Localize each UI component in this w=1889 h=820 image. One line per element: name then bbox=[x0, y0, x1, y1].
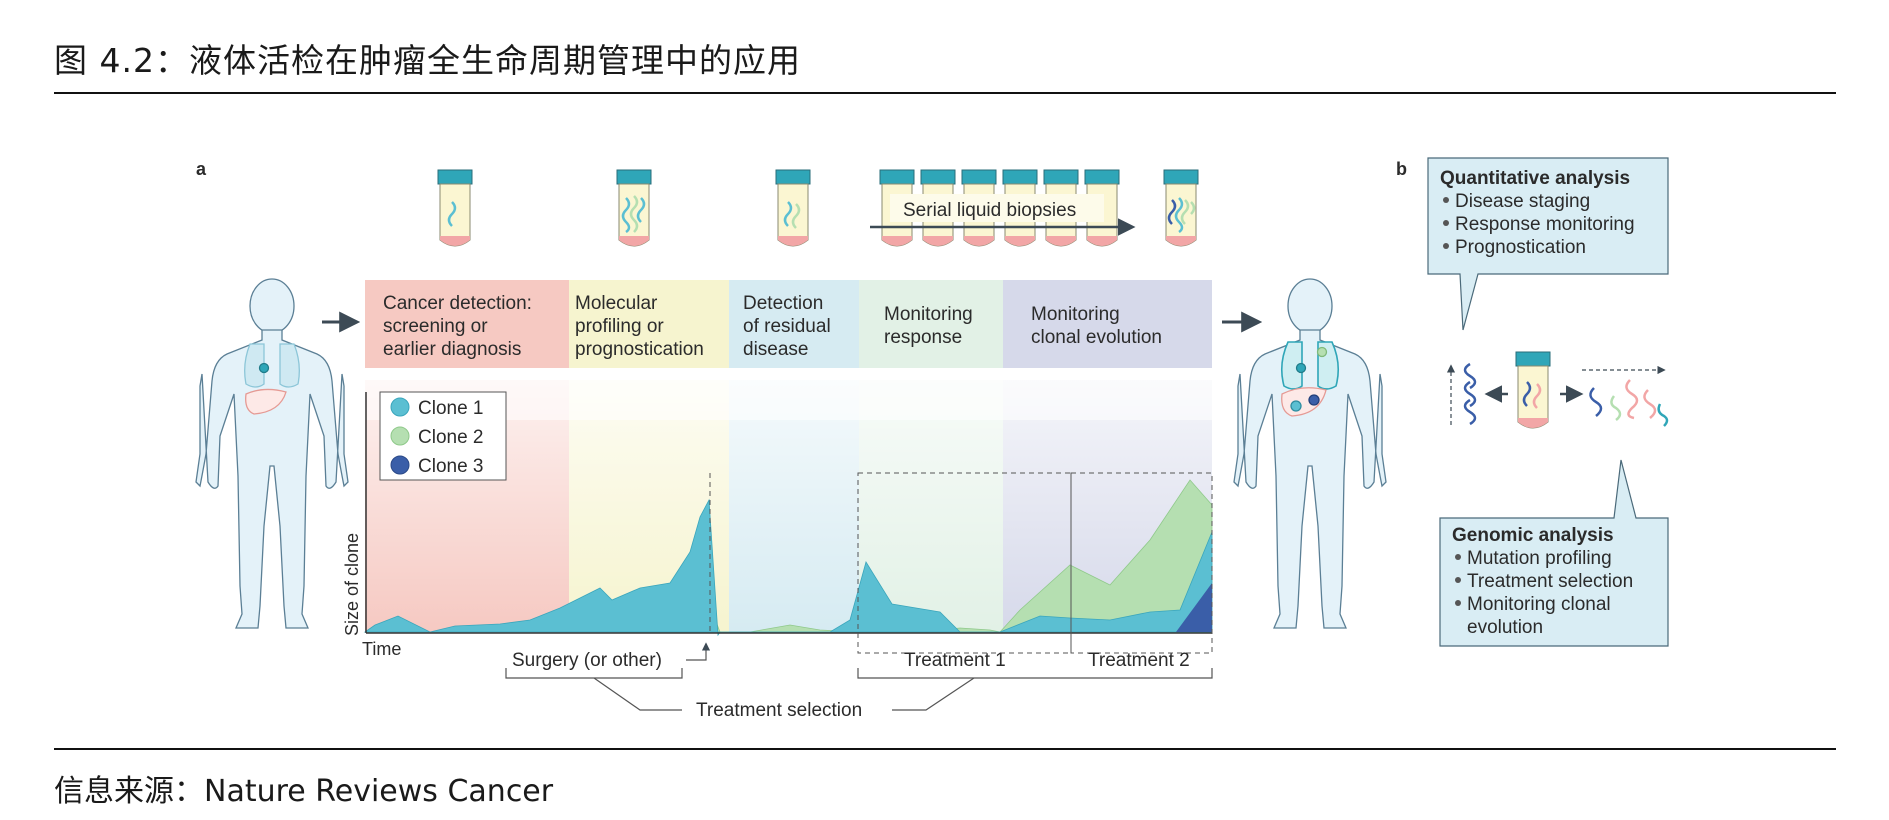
surgery-arrow bbox=[686, 642, 711, 661]
surgery-label: Surgery (or other) bbox=[512, 650, 662, 671]
y-axis-label: Size of clone bbox=[342, 533, 362, 636]
stage-label-residual: Detection of residual disease bbox=[743, 293, 836, 360]
quantitative-item: Prognostication bbox=[1455, 237, 1586, 258]
clone-3-area bbox=[1176, 583, 1212, 632]
bottom-rule bbox=[54, 748, 1836, 750]
serial-biopsies-label: Serial liquid biopsies bbox=[903, 200, 1076, 221]
treatment-windows bbox=[709, 472, 1213, 654]
blood-tube-icon bbox=[1515, 351, 1551, 429]
panel-a-label: a bbox=[196, 159, 207, 179]
stage-label-detection: Cancer detection: screening or earlier d… bbox=[383, 293, 537, 360]
dna-fragments-varied bbox=[1589, 379, 1669, 427]
stage-box-residual bbox=[729, 280, 859, 368]
page-title: 图 4.2：液体活检在肿瘤全生命周期管理中的应用 bbox=[54, 41, 801, 80]
treatment-selection-connector-left bbox=[593, 677, 682, 711]
blood-tube-icon bbox=[437, 169, 473, 247]
stage-headers: Cancer detection: screening or earlier d… bbox=[365, 280, 1212, 368]
stage-label-evolution: Monitoring clonal evolution bbox=[1031, 304, 1162, 348]
source-caption: 信息来源：Nature Reviews Cancer bbox=[54, 774, 554, 809]
treatment-bracket bbox=[857, 668, 1213, 679]
legend-label-clone-3: Clone 3 bbox=[418, 456, 484, 477]
treatment-1-label: Treatment 1 bbox=[904, 650, 1006, 671]
stage-box-detection bbox=[365, 280, 569, 368]
treatment-selection-connector-right bbox=[892, 677, 975, 711]
dna-fragments-stacked bbox=[1463, 362, 1477, 426]
serial-label-background bbox=[890, 194, 1104, 222]
blood-tube-icon bbox=[616, 169, 652, 247]
treatment-1-window bbox=[857, 472, 1072, 654]
genomic-item: Treatment selection bbox=[1467, 571, 1633, 592]
treatment-2-window bbox=[1070, 472, 1213, 654]
quantitative-item: Response monitoring bbox=[1455, 214, 1635, 235]
blood-tubes: Serial liquid biopsies bbox=[437, 169, 1199, 247]
treatment-2-label: Treatment 2 bbox=[1088, 650, 1190, 671]
genomic-item: Mutation profiling bbox=[1467, 548, 1612, 569]
genomic-item: Monitoring clonal bbox=[1467, 594, 1611, 615]
panel-b-label: b bbox=[1396, 159, 1407, 179]
x-axis-label: Time bbox=[362, 639, 401, 659]
quantitative-callout-shape bbox=[1427, 157, 1669, 331]
legend-swatch-clone-1 bbox=[390, 397, 410, 417]
quantitative-item: Disease staging bbox=[1455, 191, 1590, 212]
stage-box-profiling bbox=[569, 280, 729, 368]
human-body-icon-right bbox=[1233, 278, 1387, 629]
legend-swatch-clone-2 bbox=[390, 426, 410, 446]
genomic-callout-shape bbox=[1439, 459, 1669, 647]
top-rule bbox=[54, 92, 1836, 94]
blood-tube-icon bbox=[775, 169, 811, 247]
legend-label-clone-1: Clone 1 bbox=[418, 398, 484, 419]
stage-box-response bbox=[859, 280, 1003, 368]
panel-b-tube-diagram bbox=[1446, 351, 1669, 429]
stage-label-response: Monitoring response bbox=[884, 304, 978, 348]
human-body-icon-left bbox=[195, 278, 349, 629]
quantitative-title: Quantitative analysis bbox=[1440, 168, 1630, 189]
treatment-selection-label: Treatment selection bbox=[696, 700, 862, 721]
treatment-brackets bbox=[505, 642, 1213, 711]
genomic-item-continuation: evolution bbox=[1467, 617, 1543, 638]
legend-label-clone-2: Clone 2 bbox=[418, 427, 484, 448]
stage-box-evolution bbox=[1003, 280, 1212, 368]
quantitative-analysis-callout: Quantitative analysis Disease staging Re… bbox=[1427, 157, 1669, 331]
genomic-title: Genomic analysis bbox=[1452, 525, 1614, 546]
blood-tube-icon bbox=[1163, 169, 1199, 247]
serial-tubes: Serial liquid biopsies bbox=[870, 169, 1136, 247]
legend: Clone 1 Clone 2 Clone 3 bbox=[379, 391, 507, 481]
legend-swatch-clone-3 bbox=[390, 455, 410, 475]
genomic-analysis-callout: Genomic analysis Mutation profiling Trea… bbox=[1439, 459, 1669, 647]
stage-label-profiling: Molecular profiling or prognostication bbox=[575, 293, 704, 360]
